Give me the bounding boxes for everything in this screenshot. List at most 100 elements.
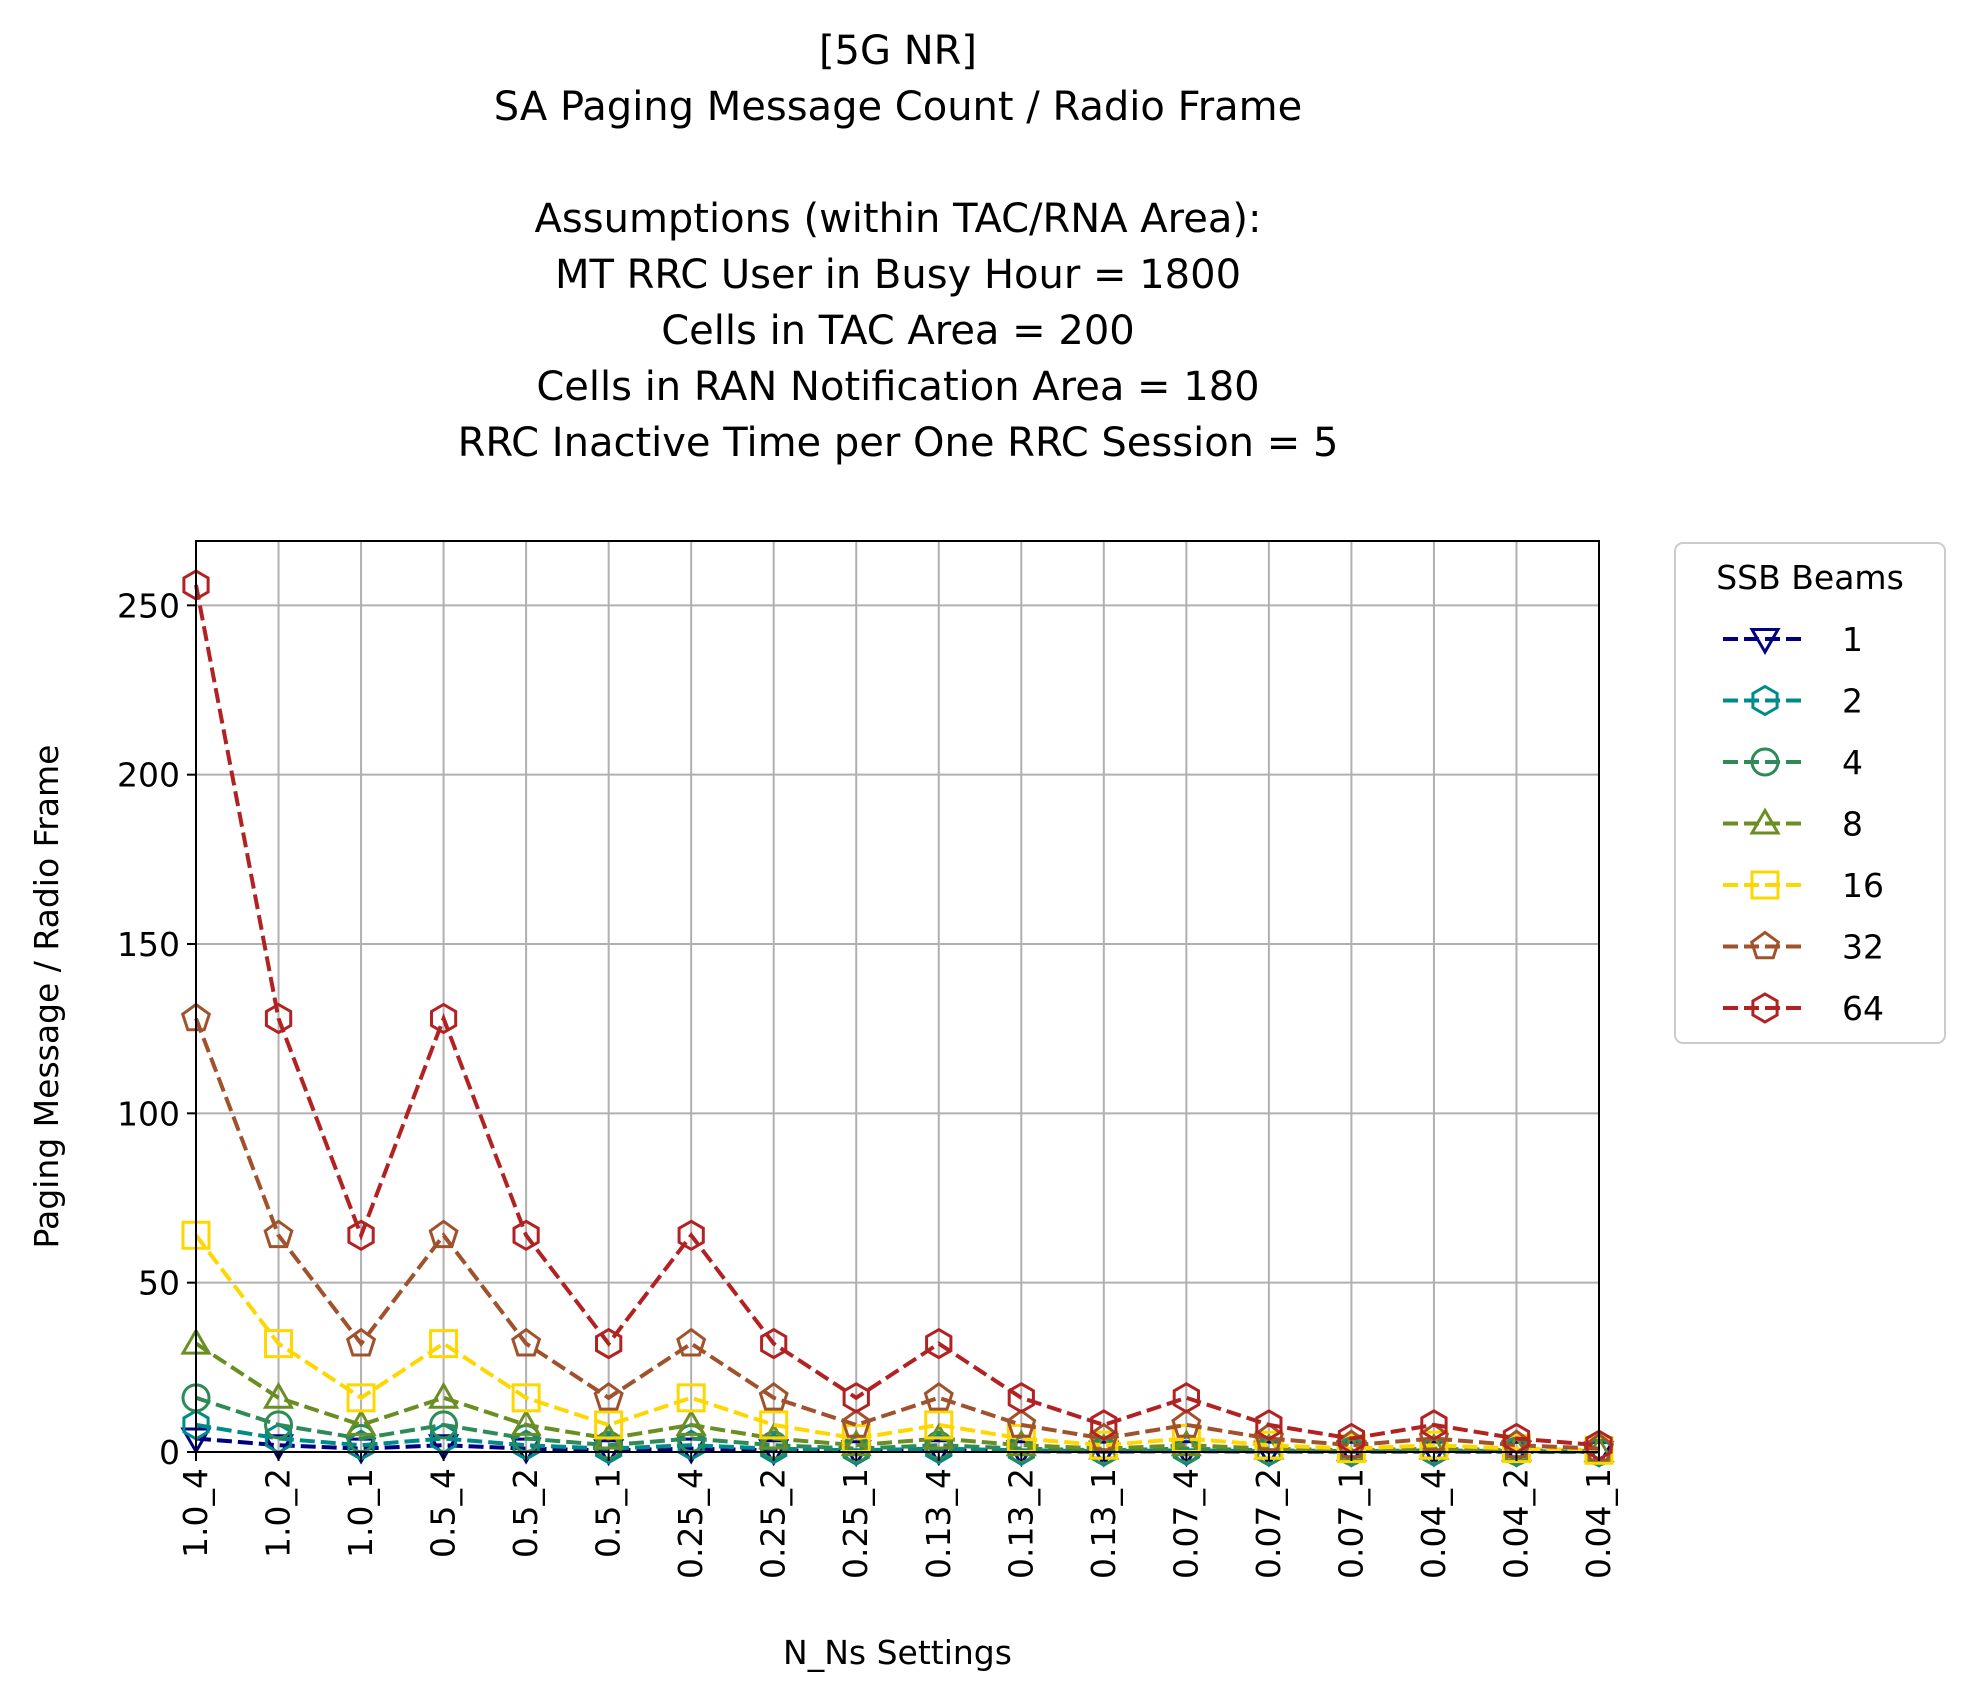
x-tick-label: 0.25_1 [836, 1468, 875, 1579]
data-point [924, 1410, 954, 1440]
x-tick-label: 0.07_4 [1166, 1468, 1205, 1579]
x-axis-ticks: 1.0_4 1.0_2 1.0_1 0.5_4 0.5_2 0.5_1 0.25_4 0.25… [176, 1452, 1618, 1579]
series-line [194, 1234, 1600, 1453]
legend-label: 1 [1842, 620, 1863, 659]
y-axis-ticks: 0 50 100 150 200 250 [117, 586, 196, 1472]
data-point [842, 1382, 870, 1414]
data-point [262, 1434, 295, 1462]
series-1 [180, 1427, 1615, 1468]
y-axis-label: Paging Message / Radio Frame [27, 745, 66, 1249]
data-point [595, 1327, 623, 1360]
data-point [345, 1327, 377, 1357]
x-tick-label: 1.0_4 [176, 1468, 215, 1558]
data-point [264, 1329, 294, 1359]
data-point [428, 1219, 459, 1249]
y-tick-label: 50 [138, 1264, 180, 1303]
data-point [511, 1327, 542, 1357]
series-line [194, 1341, 1600, 1454]
legend-title: SSB Beams [1716, 558, 1904, 597]
x-tick-label: 1.0_2 [259, 1468, 298, 1558]
legend-entry: 32 [1723, 928, 1884, 967]
data-point [593, 1381, 624, 1411]
plot-area [195, 540, 1600, 1453]
data-point [1751, 992, 1779, 1024]
data-point [1336, 1434, 1366, 1464]
title-line: MT RRC User in Busy Hour = 1800 [555, 252, 1241, 298]
data-point [428, 1381, 460, 1409]
data-point [1171, 1409, 1202, 1438]
data-point [594, 1410, 624, 1440]
data-point [264, 1002, 293, 1035]
x-axis-label: N_Ns Settings [783, 1633, 1012, 1672]
x-tick-label: 0.25_4 [671, 1468, 710, 1579]
y-tick-label: 200 [117, 756, 180, 795]
legend-entry: 8 [1723, 805, 1863, 844]
data-point [759, 1410, 789, 1440]
x-tick-label: 0.04_4 [1414, 1468, 1453, 1579]
data-point [511, 1383, 541, 1413]
data-point [428, 1434, 460, 1462]
legend-entry: 16 [1723, 866, 1884, 905]
grid [195, 541, 1600, 1453]
legend-entry: 1 [1723, 620, 1863, 659]
data-point [1750, 747, 1780, 777]
data-point [345, 1408, 377, 1436]
legend-label: 64 [1842, 989, 1884, 1028]
data-point [263, 1219, 294, 1249]
legend-box [1674, 542, 1946, 1044]
data-point [1750, 870, 1780, 900]
title-line: Cells in TAC Area = 200 [661, 308, 1134, 354]
data-point [264, 1410, 294, 1440]
data-point [346, 1383, 376, 1413]
legend-label: 32 [1842, 928, 1884, 967]
chart-title: [5G NR] SA Paging Message Count / Radio F… [458, 28, 1339, 466]
data-point [1501, 1434, 1531, 1464]
data-point [429, 1410, 459, 1440]
x-tick-label: 0.25_2 [754, 1468, 793, 1579]
x-tick-label: 0.07_2 [1249, 1468, 1288, 1579]
data-point [841, 1409, 872, 1438]
data-point [758, 1381, 789, 1411]
legend-label: 8 [1842, 805, 1863, 844]
x-tick-label: 1.0_1 [341, 1468, 380, 1558]
data-point [675, 1408, 707, 1436]
legend-label: 4 [1842, 743, 1863, 782]
legend-entry: 2 [1723, 682, 1863, 721]
data-point [1006, 1409, 1037, 1438]
series-64 [182, 569, 1613, 1461]
data-point [1255, 1409, 1283, 1441]
title-line: SA Paging Message Count / Radio Frame [494, 84, 1302, 130]
x-tick-label: 0.04_1 [1579, 1468, 1618, 1579]
data-point [1088, 1440, 1120, 1468]
data-point [1749, 628, 1781, 655]
series-2 [182, 1409, 1613, 1468]
data-point [1253, 1440, 1285, 1468]
data-point [676, 1327, 707, 1357]
data-point [676, 1383, 706, 1413]
title-line: [5G NR] [819, 28, 977, 74]
data-point [1172, 1382, 1200, 1414]
legend-entry: 64 [1723, 989, 1884, 1028]
data-point [677, 1219, 705, 1252]
x-tick-label: 0.5_2 [506, 1468, 545, 1558]
title-line: Assumptions (within TAC/RNA Area): [535, 196, 1262, 242]
x-tick-label: 0.5_1 [589, 1468, 628, 1558]
data-point [430, 1002, 458, 1035]
x-tick-label: 0.04_2 [1496, 1468, 1535, 1579]
title-line: RRC Inactive Time per One RRC Session = … [458, 420, 1339, 466]
data-point [347, 1219, 375, 1252]
legend: SSB Beams 1 2 4 8 16 32 64 [1674, 542, 1946, 1044]
data-point [262, 1381, 295, 1409]
data-point [1749, 930, 1781, 960]
x-tick-label: 0.07_1 [1331, 1468, 1370, 1579]
data-point [1420, 1409, 1448, 1441]
legend-entry: 4 [1723, 743, 1863, 782]
y-tick-label: 150 [117, 925, 180, 964]
x-tick-label: 0.13_4 [919, 1468, 958, 1579]
data-point [510, 1408, 542, 1436]
data-point [1090, 1409, 1118, 1441]
series-16 [181, 1220, 1614, 1465]
y-tick-label: 100 [117, 1094, 180, 1133]
series-lines [180, 569, 1615, 1468]
